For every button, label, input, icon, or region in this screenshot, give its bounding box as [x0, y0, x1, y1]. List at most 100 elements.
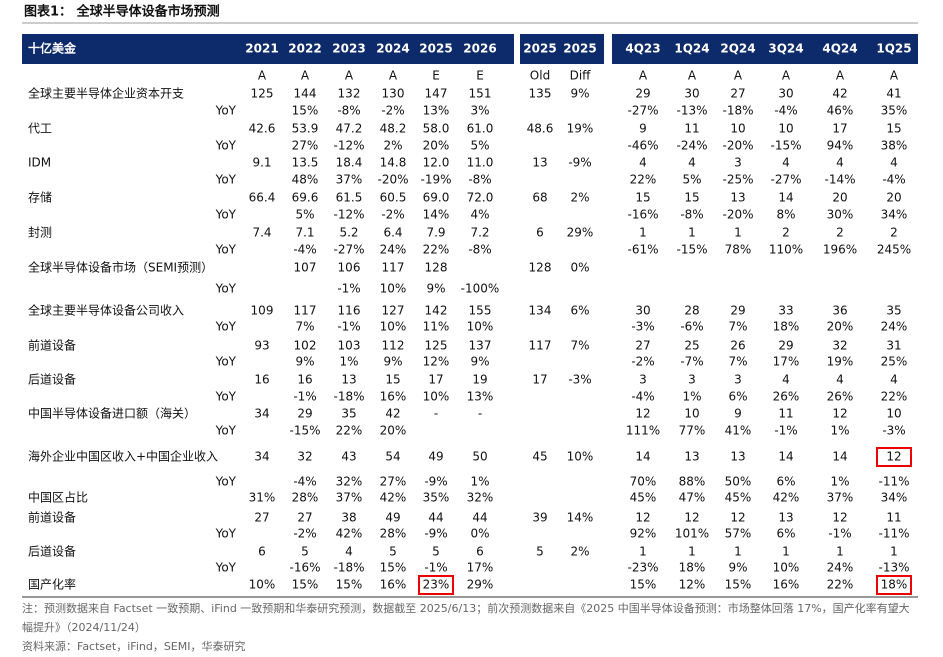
- cell: 1%: [339, 355, 358, 369]
- cell: 9.1: [252, 156, 271, 170]
- cell: 4: [782, 156, 790, 170]
- note: 注：预测数据来自 Factset 一致预期、iFind 一致预期和华泰研究预测，…: [22, 602, 910, 634]
- cell: -13%: [676, 104, 707, 118]
- cell: 15%: [292, 104, 319, 118]
- highlight-box: [418, 575, 454, 595]
- column-header: 2Q24: [720, 42, 755, 56]
- cell: 17: [428, 373, 443, 387]
- cell: 7%: [728, 355, 747, 369]
- cell: 32: [832, 339, 847, 353]
- cell: 29: [778, 339, 793, 353]
- source: 资料来源：Factset，iFind，SEMI，华泰研究: [22, 640, 246, 653]
- cell: 20%: [827, 320, 854, 334]
- column-header: 2025: [523, 42, 556, 56]
- cell: 77%: [679, 424, 706, 438]
- cell: 147: [425, 87, 448, 101]
- cell: 103: [338, 339, 361, 353]
- cell: 6%: [570, 304, 589, 318]
- cell: -16%: [627, 208, 658, 222]
- cell: 58.0: [423, 122, 450, 136]
- cell: 29: [635, 87, 650, 101]
- cell: 18%: [679, 561, 706, 575]
- cell: -27%: [627, 104, 658, 118]
- cell: 5: [536, 545, 544, 559]
- cell: 30%: [827, 208, 854, 222]
- cell: 50%: [725, 475, 752, 489]
- cell: -1%: [828, 527, 851, 541]
- column-flag: Old: [530, 69, 550, 83]
- cell: 38: [341, 511, 356, 525]
- column-flag: A: [389, 69, 398, 83]
- cell: 107: [294, 261, 317, 275]
- cell: 10: [886, 407, 901, 421]
- cell: 142: [425, 304, 448, 318]
- cell: 6: [476, 545, 484, 559]
- cell: 14: [635, 450, 650, 464]
- cell: 37%: [827, 491, 854, 505]
- cell: -1%: [293, 390, 316, 404]
- cell: 30: [684, 87, 699, 101]
- cell: 128: [425, 261, 448, 275]
- cell: -8%: [468, 173, 491, 187]
- cell: -46%: [627, 139, 658, 153]
- cell: 32%: [336, 475, 363, 489]
- cell: 16%: [380, 578, 407, 592]
- cell: 132: [338, 87, 361, 101]
- yoy-label: YoY: [215, 104, 237, 118]
- row-label: 代工: [28, 122, 52, 136]
- cell: 1: [639, 226, 647, 240]
- cell: 18%: [773, 320, 800, 334]
- cell: -12%: [333, 139, 364, 153]
- cell: 30: [635, 304, 650, 318]
- cell: -1%: [424, 561, 447, 575]
- cell: 27%: [292, 139, 319, 153]
- cell: -2%: [293, 527, 316, 541]
- cell: 17%: [467, 561, 494, 575]
- cell: 26: [730, 339, 745, 353]
- cell: 27%: [380, 475, 407, 489]
- cell: -4%: [631, 390, 654, 404]
- column-header: 2022: [288, 42, 321, 56]
- cell: -1%: [774, 424, 797, 438]
- cell: -15%: [676, 243, 707, 257]
- cell: 151: [469, 87, 492, 101]
- cell: 8%: [776, 208, 795, 222]
- cell: 9%: [383, 355, 402, 369]
- cell: 16: [254, 373, 269, 387]
- cell: -11%: [878, 475, 909, 489]
- cell: 5%: [295, 208, 314, 222]
- cell: -20%: [722, 139, 753, 153]
- yoy-label: YoY: [215, 561, 237, 575]
- cell: 24%: [380, 243, 407, 257]
- cell: 27: [254, 511, 269, 525]
- cell: 68: [532, 191, 547, 205]
- column-flag: A: [688, 69, 697, 83]
- cell: 35%: [881, 104, 908, 118]
- cell: 11: [778, 407, 793, 421]
- header-bar: [22, 34, 918, 64]
- cell: 37%: [336, 491, 363, 505]
- column-flag: Diff: [570, 69, 592, 83]
- cell: 1%: [830, 475, 849, 489]
- cell: 32: [297, 450, 312, 464]
- cell: 10%: [567, 450, 594, 464]
- yoy-label: YoY: [215, 475, 237, 489]
- cell: 22%: [423, 243, 450, 257]
- cell: 7%: [570, 339, 589, 353]
- cell: 2%: [383, 139, 402, 153]
- cell: 10%: [249, 578, 276, 592]
- cell: 20%: [423, 139, 450, 153]
- cell: 109: [251, 304, 274, 318]
- cell: 5: [432, 545, 440, 559]
- column-header: 4Q24: [822, 42, 857, 56]
- cell: 15%: [380, 561, 407, 575]
- cell: 57%: [725, 527, 752, 541]
- cell: 15%: [630, 578, 657, 592]
- cell: -27%: [333, 243, 364, 257]
- cell: 26%: [827, 390, 854, 404]
- cell: 6%: [776, 527, 795, 541]
- row-label: 后道设备: [28, 545, 76, 559]
- cell: 6: [258, 545, 266, 559]
- cell: 1: [688, 545, 696, 559]
- yoy-label: YoY: [215, 243, 237, 257]
